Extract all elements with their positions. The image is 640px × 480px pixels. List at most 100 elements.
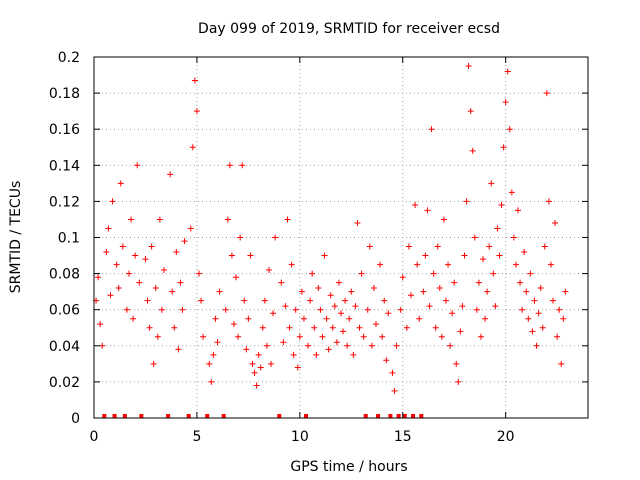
data-point [436,285,443,292]
data-point [358,270,365,277]
data-gap-marker [411,414,416,418]
data-point [134,162,141,169]
data-point [473,306,480,313]
data-point [317,306,324,313]
data-point [214,339,221,346]
data-point [515,207,522,214]
data-point [119,243,126,250]
data-point [370,285,377,292]
data-point [552,220,559,227]
data-point [255,351,262,358]
data-point [193,108,200,115]
data-point [150,360,157,367]
data-point [440,216,447,223]
data-point [181,238,188,245]
data-point [132,252,139,259]
data-point [488,180,495,187]
data-point [471,234,478,241]
data-point [300,315,307,322]
data-point [278,279,285,286]
data-point [148,243,155,250]
y-tick-label: 0.14 [49,158,80,174]
data-point [346,315,353,322]
y-tick-label: 0.12 [49,194,80,210]
data-gap-marker [396,414,401,418]
data-point [130,315,137,322]
data-gap-marker [112,414,117,418]
data-point [292,306,299,313]
data-point [432,324,439,331]
y-tick-labels: 0 0.02 0.04 0.06 0.08 0.1 0.12 0.14 0.16 0.18 0.2 [49,50,80,427]
data-point [469,147,476,154]
data-point [453,360,460,367]
data-point [169,288,176,295]
data-point [486,243,493,250]
data-point [492,303,499,310]
data-point [99,342,106,349]
data-point [533,342,540,349]
data-point [529,328,536,335]
data-point [510,234,517,241]
data-point [284,216,291,223]
data-point [257,364,264,371]
data-point [154,333,161,340]
x-tick-label: 10 [291,429,309,445]
data-point [333,339,340,346]
data-point [241,297,248,304]
data-point [477,333,484,340]
data-point [305,342,312,349]
y-tick-label: 0.02 [49,375,80,391]
data-point [554,333,561,340]
data-point [171,324,178,331]
data-point [228,252,235,259]
data-point [315,285,322,292]
data-point [294,364,301,371]
data-point [428,126,435,133]
data-point [233,274,240,281]
data-point [195,270,202,277]
data-point [187,225,194,232]
data-point [265,266,272,273]
data-point [128,216,135,223]
data-point [245,315,252,322]
data-point [263,342,270,349]
chart-title: Day 099 of 2019, SRMTID for receiver ecs… [198,21,500,37]
data-point [430,270,437,277]
data-point [309,270,316,277]
y-tick-label: 0.18 [49,86,80,102]
data-point [356,324,363,331]
y-tick-label: 0.06 [49,303,80,319]
data-point [496,252,503,259]
data-point [354,220,361,227]
y-tick-label: 0 [71,411,80,427]
y-tick-label: 0.1 [58,231,80,247]
axis-ticks [93,56,588,419]
data-point [535,310,542,317]
data-point [525,315,532,322]
data-point [537,285,544,292]
data-gap-marker [186,414,191,418]
data-point [191,77,198,84]
data-point [414,261,421,268]
x-tick-label: 0 [90,429,99,445]
data-point [251,369,258,376]
data-point [451,279,458,286]
data-gap-marker [221,414,226,418]
data-point [393,342,400,349]
x-axis-label: GPS time / hours [290,459,407,475]
data-point [103,248,110,255]
data-point [426,303,433,310]
data-point [113,261,120,268]
data-gap-marker [277,414,282,418]
data-point [556,306,563,313]
data-gap-marker [166,414,171,418]
data-point [109,198,116,205]
data-point [545,198,552,205]
data-point [442,297,449,304]
data-point [407,292,414,299]
data-point [463,198,470,205]
data-gap-marker [102,414,107,418]
data-point [543,90,550,97]
y-tick-label: 0.04 [49,339,80,355]
